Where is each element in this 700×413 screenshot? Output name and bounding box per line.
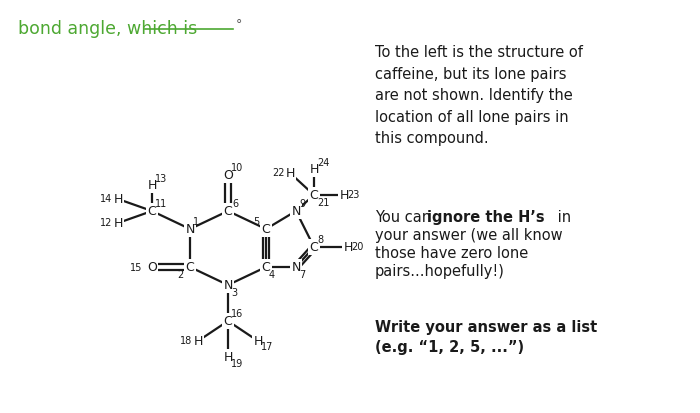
Text: C: C [223, 315, 232, 328]
Text: H: H [113, 193, 122, 206]
Text: 16: 16 [231, 308, 244, 318]
Text: 15: 15 [130, 262, 142, 272]
Text: H: H [340, 189, 349, 202]
Text: 17: 17 [261, 341, 274, 351]
Text: H: H [253, 335, 262, 348]
Text: 5: 5 [253, 216, 259, 226]
Text: °: ° [236, 18, 242, 31]
Text: your answer (we all know: your answer (we all know [375, 228, 563, 242]
Text: You can: You can [375, 209, 435, 224]
Text: 22: 22 [272, 168, 285, 178]
Text: H: H [193, 335, 203, 348]
Text: (e.g. “1, 2, 5, ...”): (e.g. “1, 2, 5, ...”) [375, 339, 524, 354]
Text: 13: 13 [155, 173, 167, 183]
Text: 10: 10 [231, 163, 244, 173]
Text: H: H [343, 241, 353, 254]
Text: 19: 19 [231, 358, 244, 368]
Text: 21: 21 [317, 197, 330, 207]
Text: 1: 1 [193, 216, 199, 226]
Text: 9: 9 [299, 199, 305, 209]
Text: C: C [309, 241, 318, 254]
Text: 18: 18 [180, 335, 192, 345]
Text: C: C [186, 261, 195, 274]
Text: 2: 2 [177, 269, 183, 279]
Text: 14: 14 [99, 194, 112, 204]
Text: H: H [309, 163, 318, 176]
Text: pairs...hopefully!): pairs...hopefully!) [375, 263, 505, 278]
Text: H: H [147, 179, 157, 192]
Text: Write your answer as a list: Write your answer as a list [375, 319, 597, 334]
Text: ignore the H’s: ignore the H’s [427, 209, 545, 224]
Text: C: C [148, 205, 156, 218]
Text: C: C [262, 261, 270, 274]
Text: H: H [286, 167, 295, 180]
Text: O: O [147, 261, 157, 274]
Text: those have zero lone: those have zero lone [375, 245, 528, 260]
Text: bond angle, which is: bond angle, which is [18, 20, 197, 38]
Text: 20: 20 [351, 242, 363, 252]
Text: O: O [223, 169, 233, 182]
Text: 3: 3 [231, 287, 237, 297]
Text: N: N [186, 223, 195, 236]
Text: in: in [553, 209, 571, 224]
Text: C: C [262, 223, 270, 236]
Text: 7: 7 [299, 269, 305, 279]
Text: H: H [113, 217, 122, 230]
Text: 4: 4 [269, 269, 275, 279]
Text: 24: 24 [317, 158, 330, 168]
Text: N: N [223, 279, 232, 292]
Text: 12: 12 [99, 218, 112, 228]
Text: C: C [309, 189, 318, 202]
Text: C: C [223, 205, 232, 218]
Text: 23: 23 [347, 190, 359, 199]
Text: N: N [291, 205, 301, 218]
Text: 11: 11 [155, 199, 167, 209]
Text: 8: 8 [317, 235, 323, 244]
Text: 6: 6 [232, 199, 238, 209]
Text: H: H [223, 351, 232, 363]
Text: N: N [291, 261, 301, 274]
Text: To the left is the structure of
caffeine, but its lone pairs
are not shown. Iden: To the left is the structure of caffeine… [375, 45, 583, 146]
